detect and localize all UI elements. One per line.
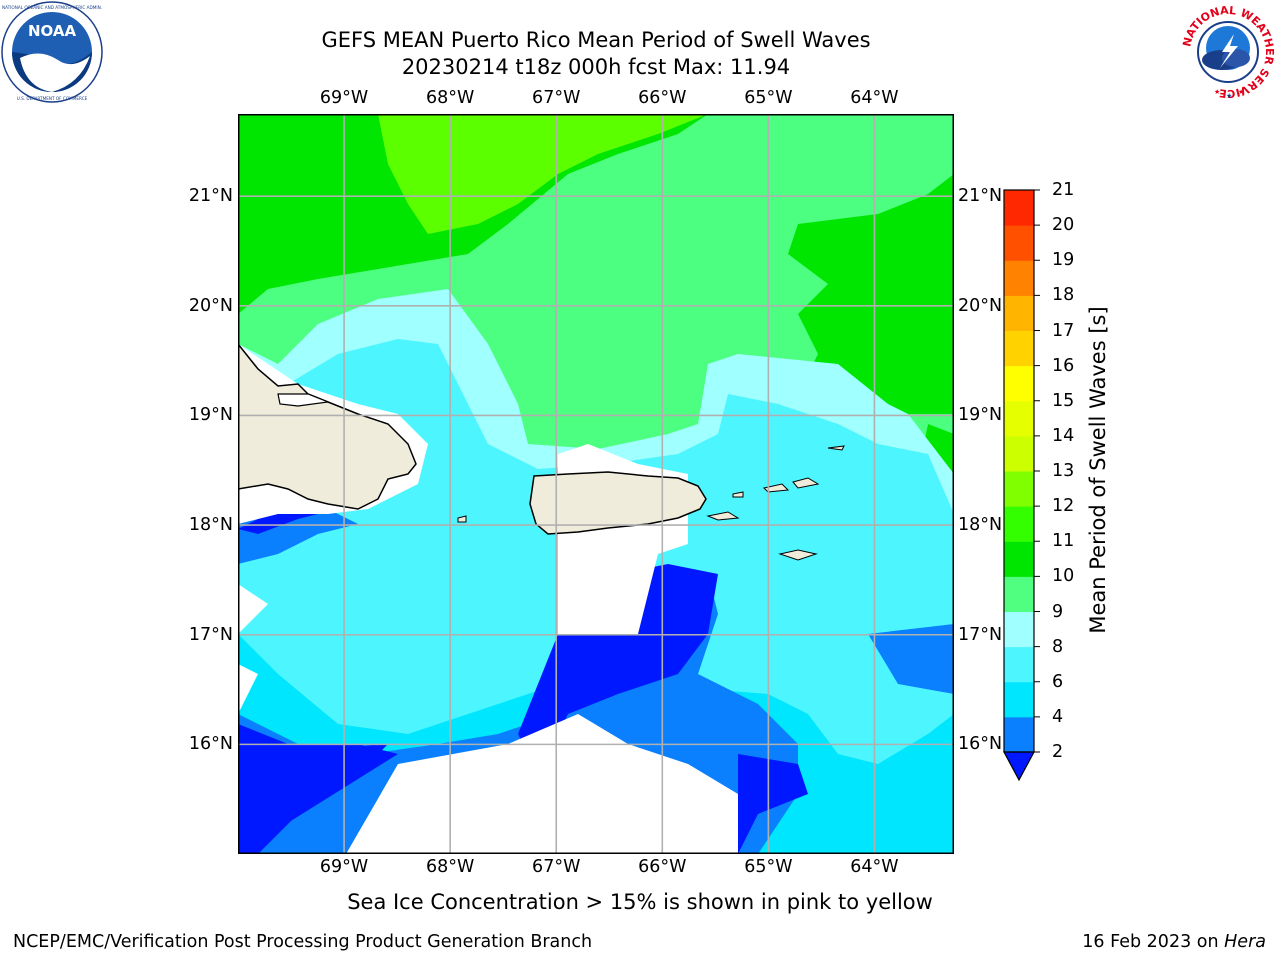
colorbar <box>1002 189 1040 782</box>
lat-tick-label: 20°N <box>958 295 1003 316</box>
lon-tick-label: 67°W <box>532 88 581 108</box>
lon-tick-label: 64°W <box>850 857 899 877</box>
sea-ice-note: Sea Ice Concentration > 15% is shown in … <box>347 890 933 914</box>
lon-tick-label: 69°W <box>319 857 369 877</box>
svg-text:★: ★ <box>1238 88 1244 96</box>
colorbar-tick-label: 21 <box>1052 180 1075 200</box>
contour-below-2-central <box>518 564 718 774</box>
colorbar-tick-label: 18 <box>1052 285 1075 306</box>
colorbar-extend-triangle <box>1002 751 1036 782</box>
contour-10-11-east <box>788 174 954 414</box>
contour-below-2-southeast <box>738 754 808 854</box>
colorbar-segment <box>1004 330 1034 367</box>
colorbar-tick-label: 17 <box>1052 320 1075 341</box>
colorbar-tick-label: 20 <box>1052 215 1075 236</box>
chart-subtitle: 20230214 t18z 000h fcst Max: 11.94 <box>401 55 791 79</box>
colorbar-segment <box>1004 435 1034 472</box>
lon-tick-label: 65°W <box>744 857 793 877</box>
colorbar-segment <box>1004 471 1034 507</box>
lon-tick-label: 66°W <box>638 88 687 108</box>
lon-tick-label: 68°W <box>425 88 475 108</box>
colorbar-segment <box>1004 541 1034 577</box>
colorbar-tick-label: 13 <box>1052 461 1075 481</box>
lat-tick-label: 18°N <box>188 515 233 536</box>
contour-below-2-southwest <box>238 744 388 854</box>
colorbar-tick-label: 14 <box>1052 425 1075 446</box>
lon-tick-label: 67°W <box>532 857 581 877</box>
footer-host: Hera <box>1224 932 1266 952</box>
colorbar-segment <box>1004 260 1034 296</box>
colorbar-tick-label: 15 <box>1052 390 1075 411</box>
colorbar-segment <box>1004 400 1034 437</box>
colorbar-tick-label: 8 <box>1052 636 1064 657</box>
contour-11-12-north <box>378 114 708 234</box>
lon-tick-label: 64°W <box>850 88 899 108</box>
colorbar-tick-label: 4 <box>1052 706 1064 727</box>
colorbar-tick-label: 10 <box>1052 566 1075 587</box>
lat-tick-label: 21°N <box>188 186 233 207</box>
colorbar-segment <box>1004 716 1034 753</box>
colorbar-tick-label: 6 <box>1052 671 1064 692</box>
colorbar-segment <box>1004 295 1034 331</box>
virgin-islands-3 <box>763 483 790 493</box>
colorbar-segment <box>1004 225 1034 261</box>
chart-title: GEFS MEAN Puerto Rico Mean Period of Swe… <box>321 28 871 52</box>
mona-island <box>457 515 467 523</box>
lat-tick-label: 17°N <box>958 624 1003 645</box>
colorbar-tick-label: 16 <box>1052 355 1075 376</box>
st-croix <box>778 549 818 561</box>
colorbar-tick-label: 2 <box>1052 742 1064 762</box>
anguilla <box>827 445 845 451</box>
lat-tick-label: 21°N <box>958 186 1003 207</box>
colorbar-tick-label: 12 <box>1052 496 1075 517</box>
colorbar-segment <box>1004 506 1034 542</box>
lat-tick-label: 20°N <box>188 295 233 316</box>
svg-text:NOAA: NOAA <box>28 22 77 40</box>
hispaniola-north-coast <box>277 393 331 407</box>
lat-tick-label: 18°N <box>958 515 1003 536</box>
colorbar-tick-label: 19 <box>1052 250 1075 271</box>
virgin-islands-4 <box>792 477 820 489</box>
colorbar-segment <box>1004 576 1034 612</box>
map-frame <box>238 114 954 854</box>
colorbar-segment <box>1004 190 1034 226</box>
virgin-islands-1 <box>706 511 740 521</box>
lat-tick-label: 16°N <box>958 734 1003 755</box>
lat-tick-label: 17°N <box>188 624 233 645</box>
no-data-west <box>238 584 268 634</box>
lon-tick-label: 66°W <box>638 857 687 877</box>
lon-tick-label: 69°W <box>319 88 369 108</box>
colorbar-segment <box>1004 611 1034 648</box>
lat-tick-label: 19°N <box>188 405 233 426</box>
no-data-west2 <box>238 664 258 714</box>
hispaniola-land <box>238 342 417 510</box>
map-gridlines <box>238 114 954 854</box>
svg-text:★: ★ <box>1226 92 1232 100</box>
lon-tick-label: 68°W <box>425 857 475 877</box>
lat-tick-label: 16°N <box>188 734 233 755</box>
colorbar-label: Mean Period of Swell Waves [s] <box>1086 306 1110 634</box>
footer-credit: NCEP/EMC/Verification Post Processing Pr… <box>13 932 593 952</box>
nws-logo-icon: NATIONAL WEATHER SERVICE ★ ★ ★ <box>1180 4 1276 100</box>
virgin-islands-2 <box>732 491 744 498</box>
swell-period-map <box>238 114 954 854</box>
svg-text:NATIONAL OCEANIC AND ATMOSPHER: NATIONAL OCEANIC AND ATMOSPHERIC ADMIN. <box>2 5 102 10</box>
footer-date-text: 16 Feb 2023 on <box>1082 932 1225 952</box>
svg-text:U.S. DEPARTMENT OF COMMERCE: U.S. DEPARTMENT OF COMMERCE <box>17 96 88 101</box>
lat-tick-label: 19°N <box>958 405 1003 426</box>
contour-2-4-east <box>868 624 954 694</box>
lon-tick-label: 65°W <box>744 88 793 108</box>
colorbar-tick-label: 9 <box>1052 601 1064 622</box>
colorbar-segment <box>1004 365 1034 402</box>
noaa-logo-icon: NOAA NATIONAL OCEANIC AND ATMOSPHERIC AD… <box>1 1 103 103</box>
colorbar-segment <box>1004 681 1034 718</box>
colorbar-tick-label: 11 <box>1052 531 1075 552</box>
footer-date: 16 Feb 2023 on Hera <box>1082 932 1266 952</box>
no-data-south-center <box>346 714 738 854</box>
svg-text:★: ★ <box>1214 88 1220 96</box>
colorbar-segment <box>1004 646 1034 683</box>
